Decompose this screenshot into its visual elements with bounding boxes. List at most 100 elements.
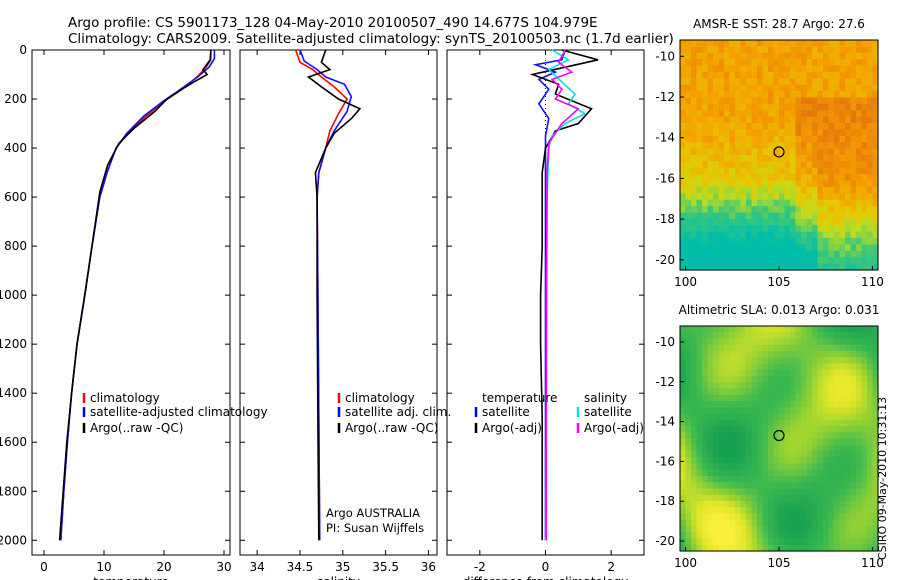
sla-map-cell bbox=[768, 544, 775, 552]
sla-map-cell bbox=[746, 426, 753, 433]
sla-map-cell bbox=[751, 488, 758, 496]
sst-map-cell bbox=[872, 206, 879, 214]
sla-map-cell bbox=[757, 426, 764, 433]
sst-map-cell bbox=[834, 110, 841, 118]
sla-map-cell bbox=[735, 444, 742, 452]
sst-map-cell bbox=[834, 174, 841, 182]
sst-map-cell bbox=[729, 46, 736, 54]
sst-map-cell bbox=[823, 46, 830, 54]
sla-map-cell bbox=[702, 376, 709, 383]
sst-map-cell bbox=[828, 238, 835, 246]
sst-map-cell bbox=[801, 116, 808, 124]
sla-map-cell bbox=[784, 444, 791, 452]
sst-map-cell bbox=[768, 180, 775, 188]
sla-map-cell bbox=[790, 538, 797, 546]
sst-map-cell bbox=[839, 78, 846, 86]
sst-map-cell bbox=[784, 148, 791, 156]
sla-map-cell bbox=[872, 457, 879, 465]
sst-map-cell bbox=[680, 231, 687, 239]
sla-map-cell bbox=[856, 476, 863, 483]
sla-map-cell bbox=[713, 457, 720, 465]
sst-map-cell bbox=[779, 40, 786, 47]
sla-map-cell bbox=[784, 351, 791, 358]
sst-map-cell bbox=[861, 129, 868, 137]
sla-map-cell bbox=[834, 332, 841, 340]
sst-map-cell bbox=[707, 84, 714, 92]
sla-map-cell bbox=[806, 401, 813, 408]
sst-map-cell bbox=[773, 148, 780, 156]
sla-map-cell bbox=[773, 519, 780, 527]
sla-map-cell bbox=[872, 519, 879, 527]
sst-map-cell bbox=[801, 250, 808, 258]
sla-map-cell bbox=[729, 457, 736, 465]
sst-map-cell bbox=[746, 218, 753, 226]
sla-map-cell bbox=[713, 538, 720, 546]
sla-map-cell bbox=[790, 432, 797, 440]
sst-map-cell bbox=[806, 257, 813, 265]
sst-map-cell bbox=[861, 110, 868, 118]
sla-map-cell bbox=[856, 519, 863, 527]
sla-map-cell bbox=[718, 444, 725, 452]
sla-map-cell bbox=[839, 482, 846, 490]
sst-map-cell bbox=[696, 129, 703, 137]
sla-map-cell bbox=[685, 332, 692, 340]
sla-map-cell bbox=[713, 501, 720, 508]
sst-map-cell bbox=[702, 225, 709, 233]
sla-map-cell bbox=[845, 501, 852, 508]
sst-map-cell bbox=[861, 59, 868, 67]
sla-map-cell bbox=[680, 432, 687, 440]
sla-map-cell bbox=[729, 432, 736, 440]
sst-map-cell bbox=[828, 123, 835, 131]
sst-map-cell bbox=[812, 161, 819, 169]
sst-map-cell bbox=[806, 167, 813, 175]
sla-map-cell bbox=[696, 394, 703, 402]
sla-map-cell bbox=[740, 363, 747, 371]
sst-map-cell bbox=[861, 193, 868, 201]
sst-map-cell bbox=[790, 212, 797, 220]
sst-map-cell bbox=[757, 135, 764, 143]
sla-map-cell bbox=[806, 344, 813, 352]
temperature-xlabel: temperature bbox=[93, 575, 168, 580]
sla-map-cell bbox=[696, 419, 703, 427]
sla-map-cell bbox=[691, 444, 698, 452]
sst-map-cell bbox=[729, 78, 736, 86]
sst-map-cell bbox=[740, 206, 747, 214]
sst-map-cell bbox=[680, 155, 687, 162]
sst-map-cell bbox=[812, 155, 819, 162]
sla-map-cell bbox=[812, 376, 819, 383]
sst-map-cell bbox=[773, 65, 780, 73]
sla-map-cell bbox=[856, 513, 863, 521]
sst-map-cell bbox=[834, 180, 841, 188]
sla-map-cell bbox=[801, 376, 808, 383]
sst-map-cell bbox=[823, 238, 830, 246]
sla-map-cell bbox=[713, 369, 720, 377]
sla-map-cell bbox=[795, 369, 802, 377]
sla-map-cell bbox=[823, 526, 830, 533]
sst-map-cell bbox=[773, 263, 780, 271]
sst-map-cell bbox=[768, 148, 775, 156]
sst-map-cell bbox=[823, 129, 830, 137]
sst-map-cell bbox=[691, 46, 698, 54]
sla-map-cell bbox=[757, 394, 764, 402]
sst-map-cell bbox=[872, 167, 879, 175]
sla-map-cell bbox=[691, 438, 698, 446]
sst-map-cell bbox=[713, 123, 720, 131]
sst-map-cell bbox=[795, 206, 802, 214]
sla-map-cell bbox=[718, 532, 725, 540]
sst-map-cell bbox=[795, 148, 802, 156]
sla-map-cell bbox=[784, 494, 791, 502]
sla-map-cell bbox=[845, 482, 852, 490]
sst-map-cell bbox=[696, 218, 703, 226]
sla-map-cell bbox=[757, 463, 764, 471]
sst-map-cell bbox=[779, 59, 786, 67]
sla-map-cell bbox=[790, 457, 797, 465]
sst-map-cell bbox=[713, 174, 720, 182]
argo-country-annotation: Argo AUSTRALIA bbox=[326, 506, 420, 520]
sst-map-cell bbox=[790, 97, 797, 105]
sst-map-cell bbox=[762, 40, 769, 47]
sst-map-cell bbox=[823, 91, 830, 99]
sla-map-cell bbox=[713, 544, 720, 552]
sst-map-cell bbox=[762, 97, 769, 105]
sst-map-cell bbox=[779, 46, 786, 54]
sst-map-cell bbox=[696, 123, 703, 131]
